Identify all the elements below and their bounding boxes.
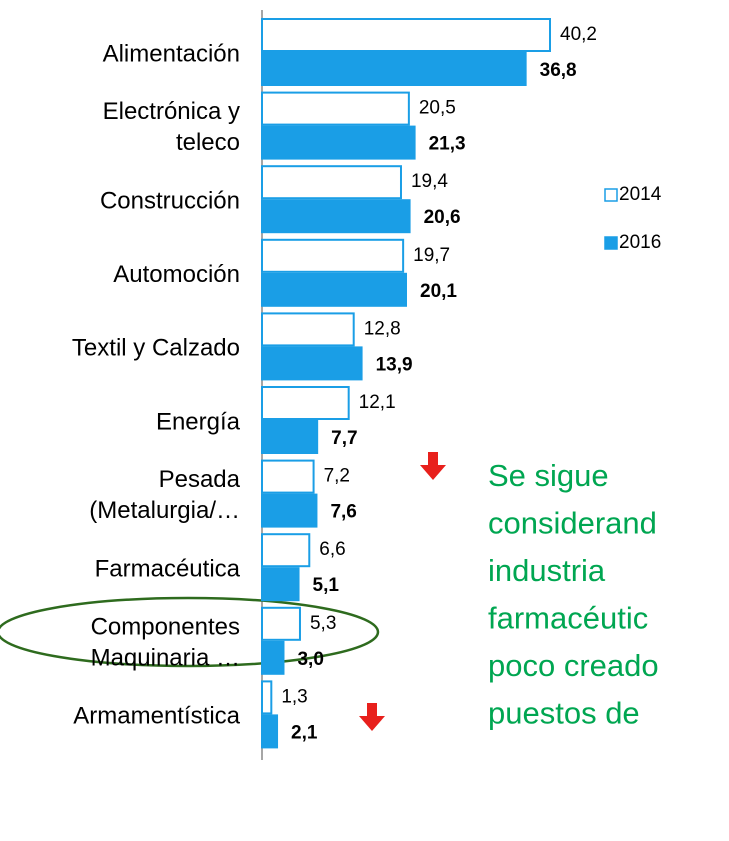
value-label: 12,1	[359, 392, 396, 413]
annotation: industria	[488, 553, 606, 588]
bar	[261, 91, 410, 126]
bar	[261, 640, 285, 675]
bar	[261, 346, 363, 381]
category-label: Construcción	[100, 188, 240, 215]
category-label: Pesada (Metalurgia/…	[89, 466, 240, 524]
value-label: 19,7	[413, 245, 450, 266]
bar	[261, 272, 407, 307]
category-label: Armamentística	[73, 703, 240, 730]
category-label: Textil y Calzado	[72, 335, 240, 362]
bar	[261, 680, 273, 715]
legend-swatch	[604, 236, 618, 250]
value-label: 7,6	[330, 502, 356, 523]
legend-swatch	[604, 188, 618, 202]
bar	[261, 533, 311, 568]
down-arrow	[359, 703, 385, 731]
value-label: 20,5	[419, 98, 456, 119]
value-label: 2,1	[291, 722, 318, 743]
value-label: 3,0	[297, 649, 323, 670]
value-label: 13,9	[376, 354, 413, 375]
value-label: 5,3	[310, 613, 336, 634]
value-label: 21,3	[429, 134, 466, 155]
value-label: 6,6	[319, 539, 345, 560]
bar	[261, 199, 411, 234]
bar	[261, 567, 300, 602]
bar	[261, 52, 527, 86]
bar	[261, 18, 551, 52]
value-label: 19,4	[411, 171, 448, 192]
legend-label: 2014	[619, 184, 662, 205]
category-label: Energía	[156, 408, 241, 435]
bar	[261, 714, 279, 749]
highlight-ellipse	[0, 596, 380, 668]
category-label: Componentes Maquinaria …	[91, 614, 240, 672]
bar	[261, 125, 416, 160]
value-label: 5,1	[313, 575, 340, 596]
value-label: 7,2	[324, 466, 350, 487]
value-label: 7,7	[331, 428, 357, 449]
bar	[261, 420, 319, 454]
category-label: Alimentación	[103, 40, 240, 67]
bar	[261, 459, 315, 494]
value-label: 12,8	[364, 318, 401, 339]
annotation: farmacéutic	[488, 601, 648, 636]
annotation: considerand	[488, 506, 657, 541]
bar	[261, 165, 402, 200]
legend-label: 2016	[619, 232, 661, 253]
value-label: 1,3	[281, 686, 307, 707]
category-label: Farmacéutica	[95, 556, 241, 583]
bar	[261, 606, 301, 641]
bar	[261, 312, 355, 347]
down-arrow	[420, 452, 446, 480]
category-label: Electrónica y teleco	[103, 98, 240, 156]
value-label: 36,8	[540, 60, 577, 81]
value-label: 20,6	[424, 207, 461, 228]
bar	[261, 238, 405, 273]
category-label: Automoción	[113, 261, 240, 288]
annotation: puestos de	[488, 696, 640, 731]
bar	[261, 386, 350, 420]
annotation: Se sigue	[488, 458, 609, 493]
bar	[261, 493, 318, 528]
annotation: poco creado	[488, 648, 659, 683]
value-label: 20,1	[420, 281, 457, 302]
value-label: 40,2	[560, 24, 597, 45]
